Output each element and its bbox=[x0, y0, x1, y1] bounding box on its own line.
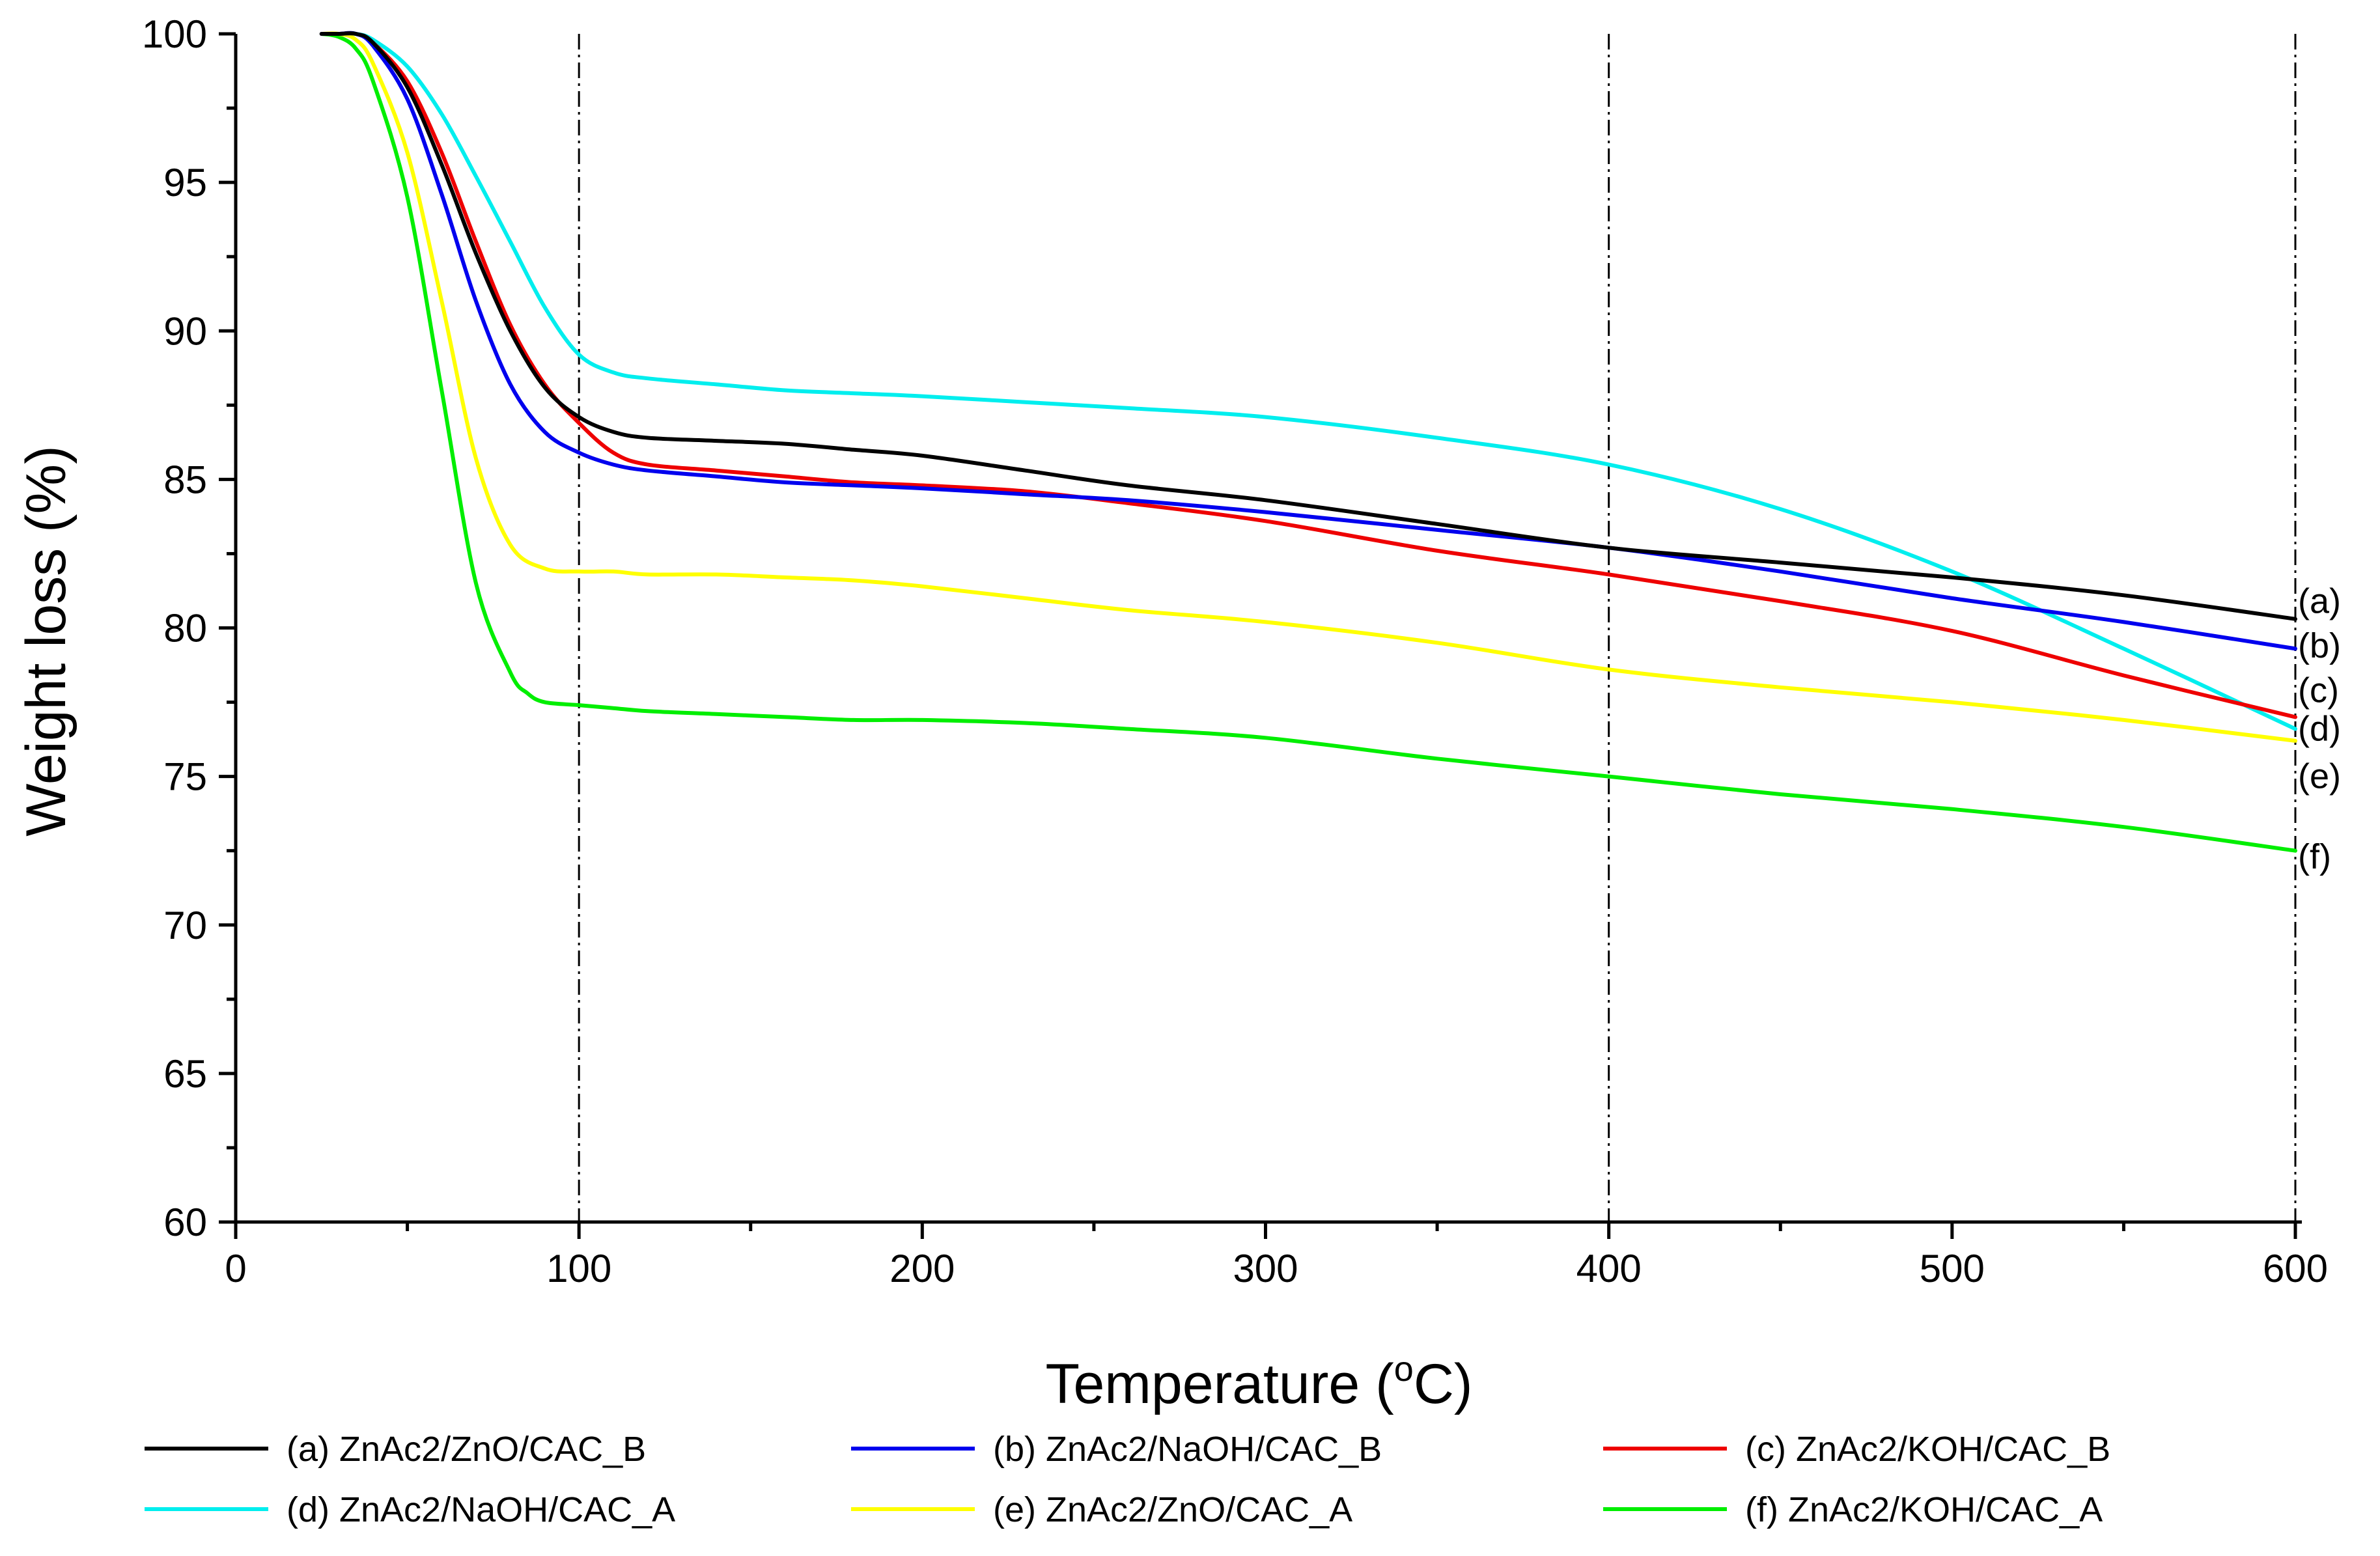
y-tick-label: 95 bbox=[163, 161, 207, 204]
y-tick-label: 60 bbox=[163, 1201, 207, 1244]
legend-label-d: (d) ZnAc2/NaOH/CAC_A bbox=[287, 1490, 675, 1529]
x-tick-label: 0 bbox=[225, 1247, 246, 1290]
legend-label-b: (b) ZnAc2/NaOH/CAC_B bbox=[993, 1430, 1382, 1469]
curve-end-label-b: (b) bbox=[2298, 626, 2341, 665]
series-line-a bbox=[319, 31, 2297, 621]
legend-label-f: (f) ZnAc2/KOH/CAC_A bbox=[1745, 1490, 2103, 1529]
x-tick-label: 400 bbox=[1576, 1247, 1642, 1290]
curve-end-label-e: (e) bbox=[2298, 757, 2341, 796]
x-tick-label: 200 bbox=[889, 1247, 955, 1290]
series-line-c bbox=[319, 31, 2297, 719]
x-axis-title-degree: o bbox=[1394, 1350, 1414, 1389]
axes bbox=[234, 34, 2302, 1224]
legend: (a) ZnAc2/ZnO/CAC_B (b) ZnAc2/NaOH/CAC_B (… bbox=[145, 1430, 2110, 1529]
x-tick-label: 100 bbox=[546, 1247, 611, 1290]
y-axis-ticks: 60 65 70 75 80 85 90 95 100 bbox=[142, 12, 236, 1244]
y-tick-label: 65 bbox=[163, 1052, 207, 1096]
curve-end-label-d: (d) bbox=[2298, 710, 2341, 749]
x-axis-title: Temperature (oC) bbox=[1045, 1350, 1472, 1415]
y-tick-label: 90 bbox=[163, 309, 207, 353]
x-axis-title-text: Temperature ( bbox=[1045, 1353, 1394, 1415]
y-tick-label: 70 bbox=[163, 904, 207, 947]
y-axis-title: Weight loss (%) bbox=[15, 445, 77, 837]
curve-end-label-f: (f) bbox=[2298, 837, 2331, 876]
series-lines bbox=[319, 31, 2297, 853]
x-axis-ticks: 0 100 200 300 400 500 600 bbox=[225, 1222, 2328, 1290]
curve-end-labels: (a) (b) (c)(d) (e) (f) bbox=[2298, 581, 2341, 876]
series-line-b bbox=[319, 31, 2297, 651]
y-tick-label: 80 bbox=[163, 607, 207, 650]
series-line-e bbox=[319, 31, 2297, 743]
legend-label-e: (e) ZnAc2/ZnO/CAC_A bbox=[993, 1490, 1352, 1529]
x-tick-label: 500 bbox=[1920, 1247, 1985, 1290]
y-tick-label: 75 bbox=[163, 755, 207, 799]
y-tick-label: 100 bbox=[142, 12, 207, 56]
legend-label-c: (c) ZnAc2/KOH/CAC_B bbox=[1745, 1430, 2110, 1469]
legend-label-a: (a) ZnAc2/ZnO/CAC_B bbox=[287, 1430, 646, 1469]
x-tick-label: 600 bbox=[2263, 1247, 2328, 1290]
curve-end-label-a: (a) bbox=[2298, 581, 2341, 620]
reference-lines bbox=[578, 34, 2297, 1222]
curve-end-label-c: (c) bbox=[2298, 671, 2339, 710]
series-line-d bbox=[319, 31, 2297, 731]
x-axis-title-unit: C) bbox=[1414, 1353, 1473, 1415]
series-line-f bbox=[319, 32, 2297, 853]
x-tick-label: 300 bbox=[1233, 1247, 1298, 1290]
y-tick-label: 85 bbox=[163, 458, 207, 501]
